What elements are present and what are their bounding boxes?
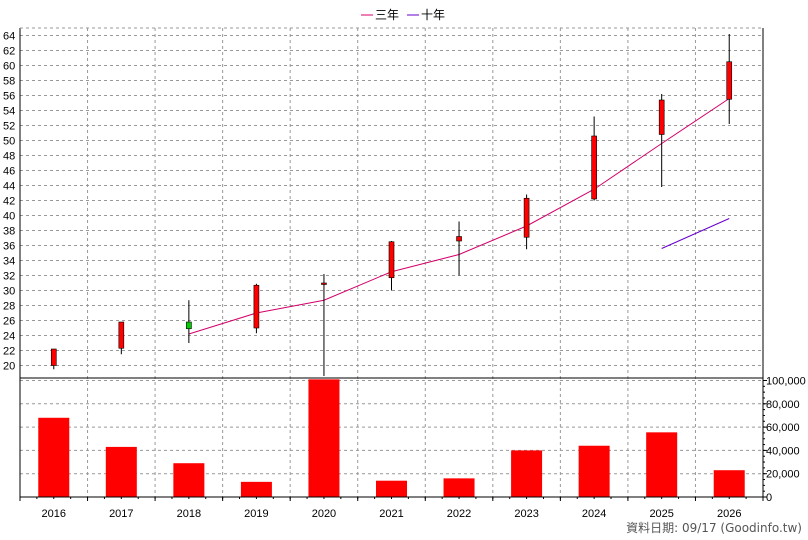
volume-bar [240, 481, 272, 497]
series-line [661, 218, 730, 249]
volume-bar [646, 432, 678, 497]
price-tick-label: 30 [3, 286, 15, 298]
price-tick-label: 24 [3, 331, 15, 343]
x-tick-label: 2022 [447, 508, 471, 520]
legend-label-3yr: 三年 [375, 8, 399, 22]
volume-tick-label: 100,000 [766, 376, 806, 388]
price-tick-label: 62 [3, 46, 15, 58]
volume-axis: 0 20,000 40,000 60,000 80,000 100,000 [763, 376, 806, 504]
price-tick-label: 32 [3, 271, 15, 283]
price-tick-label: 22 [3, 346, 15, 358]
volume-tick-label: 0 [766, 492, 772, 504]
price-tick-label: 38 [3, 226, 15, 238]
data-date-credit: 資料日期: 09/17 (Goodinfo.tw) [626, 521, 802, 535]
price-tick-label: 46 [3, 166, 15, 178]
volume-tick-label: 20,000 [766, 469, 800, 481]
volume-tick-label: 80,000 [766, 399, 800, 411]
candlestick [456, 221, 462, 276]
x-tick-label: 2016 [42, 508, 66, 520]
price-tick-label: 20 [3, 361, 15, 373]
volume-bar [713, 470, 745, 497]
candlestick [321, 274, 327, 376]
x-tick-label: 2026 [717, 508, 741, 520]
volume-bar [105, 446, 137, 497]
volume-bar [578, 445, 610, 497]
volume-tick-label: 40,000 [766, 445, 800, 457]
candlestick [118, 321, 125, 355]
x-tick-label: 2021 [379, 508, 403, 520]
price-tick-label: 44 [3, 181, 15, 193]
volume-bars [38, 379, 745, 497]
price-tick-label: 48 [3, 151, 15, 163]
price-tick-label: 34 [3, 256, 15, 268]
price-tick-label: 42 [3, 196, 15, 208]
candle-body [50, 348, 57, 366]
grid [20, 28, 763, 497]
x-tick-label: 2025 [649, 508, 673, 520]
volume-bar [173, 463, 205, 497]
candlestick [50, 348, 57, 370]
candle-body [591, 135, 597, 200]
price-tick-label: 58 [3, 76, 15, 88]
price-tick-label: 64 [3, 31, 15, 43]
volume-bar [38, 417, 70, 497]
legend: 三年 十年 [361, 8, 445, 22]
price-tick-label: 60 [3, 61, 15, 73]
volume-bar [443, 478, 475, 497]
price-tick-label: 52 [3, 121, 15, 133]
price-tick-label: 56 [3, 91, 15, 103]
price-tick-label: 54 [3, 106, 15, 118]
volume-bar [511, 450, 543, 497]
candlestick [591, 116, 597, 201]
candlestick [388, 241, 395, 291]
x-tick-label: 2024 [582, 508, 606, 520]
candle-body [658, 99, 665, 135]
candlestick [253, 283, 260, 334]
price-tick-label: 40 [3, 211, 15, 223]
volume-bar [376, 480, 407, 497]
plot-frame [19, 27, 764, 497]
candle-body [726, 61, 733, 100]
candle-body [523, 197, 530, 238]
candlestick [726, 34, 733, 124]
volume-tick-label: 60,000 [766, 422, 800, 434]
price-tick-label: 26 [3, 316, 15, 328]
x-tick-label: 2017 [109, 508, 133, 520]
x-axis: 2016 2017 2018 2019 2020 2021 2022 2023 2024 2025… [19, 496, 764, 520]
price-tick-label: 50 [3, 136, 15, 148]
price-tick-label: 36 [3, 241, 15, 253]
x-tick-label: 2018 [177, 508, 201, 520]
candle-body [253, 284, 260, 329]
price-tick-label: 28 [3, 301, 15, 313]
candle-body [118, 321, 125, 349]
legend-label-10yr: 十年 [421, 8, 445, 22]
candle-body [321, 282, 327, 285]
x-tick-label: 2020 [312, 508, 336, 520]
candle-body [388, 241, 395, 279]
candle-body [186, 321, 192, 330]
x-tick-label: 2019 [244, 508, 268, 520]
candlestick [186, 300, 192, 343]
candlestick [658, 94, 665, 187]
price-axis: 20 22 24 26 28 30 32 34 36 38 40 42 44 46 48 50 52 54 56 58… [3, 31, 15, 373]
x-tick-label: 2023 [514, 508, 538, 520]
volume-bar [308, 379, 340, 497]
candle-body [456, 236, 462, 242]
candlestick [523, 194, 530, 250]
candlesticks [50, 34, 733, 376]
